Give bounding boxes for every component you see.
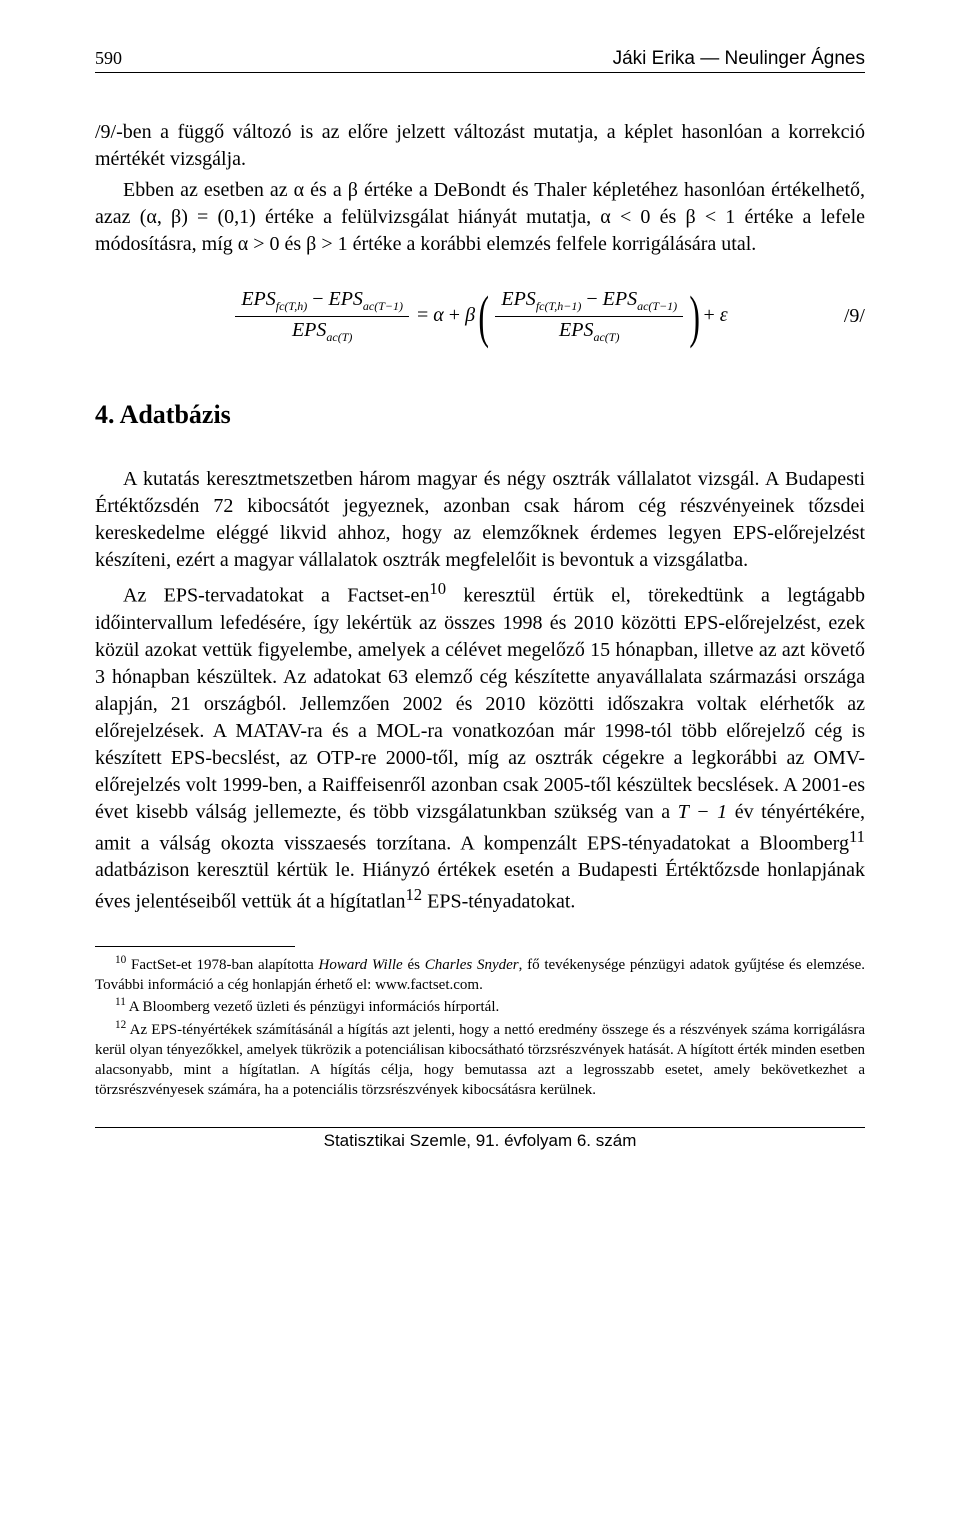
footnote-11: 11 A Bloomberg vezető üzleti és pénzügyi… [95,995,865,1017]
page: 590 Jáki Erika — Neulinger Ágnes /9/-ben… [0,0,960,1526]
footnote-separator [95,946,295,947]
section-4-paragraph-2: Az EPS-tervadatokat a Factset-en10 keres… [95,578,865,916]
footnote-12: 12 Az EPS-tényértékek számításánál a híg… [95,1018,865,1101]
page-footer: Statisztikai Szemle, 91. évfolyam 6. szá… [95,1127,865,1151]
header-authors: Jáki Erika — Neulinger Ágnes [613,48,865,70]
footnote-ref-10: 10 [429,579,446,598]
footnote-ref-11: 11 [849,827,865,846]
footnote-ref-12: 12 [405,885,422,904]
paragraph-intro-1: /9/-ben a függő változó is az előre jelz… [95,119,865,173]
section-4-paragraph-1: A kutatás keresztmetszetben három magyar… [95,466,865,574]
page-number: 590 [95,48,122,69]
footnote-10: 10 FactSet-et 1978-ban alapította Howard… [95,953,865,996]
section-4-heading: 4. Adatbázis [95,400,865,430]
equation-number: /9/ [825,305,865,328]
equation-9: EPSfc(T,h) − EPSac(T−1) EPSac(T) = α + β… [95,288,865,345]
paragraph-intro-2: Ebben az esetben az α és a β értéke a De… [95,177,865,258]
equation-content: EPSfc(T,h) − EPSac(T−1) EPSac(T) = α + β… [135,288,825,345]
running-header: 590 Jáki Erika — Neulinger Ágnes [95,48,865,73]
